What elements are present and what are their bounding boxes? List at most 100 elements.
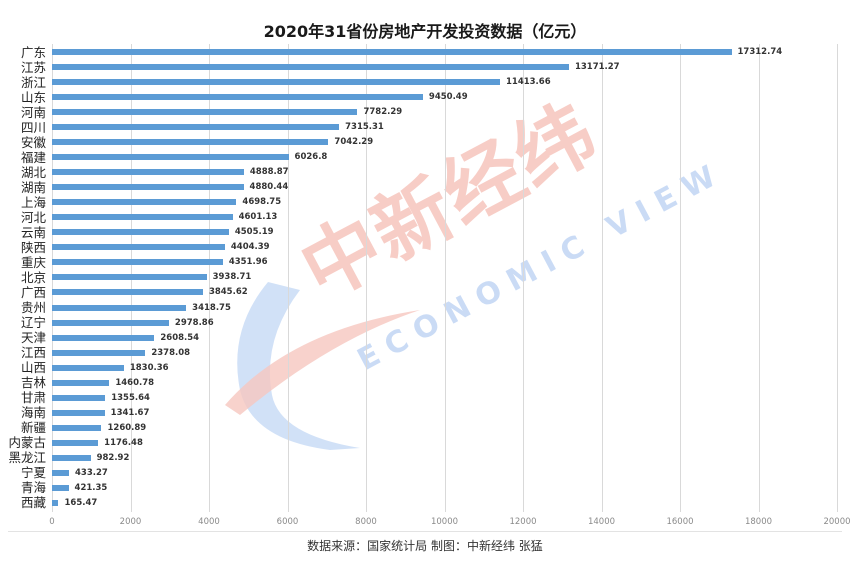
gridline	[366, 44, 367, 512]
gridline	[444, 44, 446, 512]
bar-value-label: 433.27	[75, 467, 108, 478]
y-category-label: 陕西	[20, 239, 46, 255]
x-tick-label: 12000	[509, 517, 537, 527]
bar-value-label: 3418.75	[192, 302, 231, 313]
bar-value-label: 2608.54	[160, 332, 200, 343]
y-category-label: 河北	[20, 209, 46, 225]
x-tick-label: 8000	[355, 517, 377, 527]
bar	[52, 64, 569, 71]
bar	[52, 394, 106, 401]
y-category-label: 河南	[20, 104, 46, 120]
source-note: 数据来源：国家统计局 制图：中新经纬 张猛	[307, 539, 543, 553]
bar	[52, 304, 187, 311]
bar	[52, 244, 225, 251]
bar	[52, 109, 358, 116]
y-category-label: 青海	[20, 480, 46, 496]
bar	[52, 379, 110, 386]
bar-value-label: 17312.74	[737, 47, 783, 57]
bar-value-label: 4698.75	[242, 197, 282, 208]
bar-value-label: 1341.67	[110, 407, 150, 418]
bar	[52, 439, 99, 446]
bar	[52, 334, 155, 341]
y-category-label: 重庆	[20, 254, 46, 270]
bar	[52, 409, 105, 416]
bar-value-label: 4404.39	[230, 242, 270, 253]
bar	[52, 364, 124, 371]
bar-value-label: 7315.31	[345, 122, 384, 133]
bar	[52, 319, 169, 326]
x-tick-label: 4000	[198, 517, 220, 527]
bar	[52, 169, 244, 176]
bar-value-label: 6026.8	[294, 152, 328, 163]
bar-value-label: 1830.36	[129, 362, 169, 373]
chart-title: 2020年31省份房地产开发投资数据（亿元）	[263, 22, 587, 41]
bar-value-label: 982.92	[96, 452, 130, 463]
gridline	[837, 44, 838, 512]
bar	[52, 499, 59, 506]
bar-value-label: 1260.89	[107, 422, 147, 433]
bar-value-label: 4880.44	[249, 182, 289, 193]
bar	[52, 229, 229, 236]
bar-value-label: 4351.96	[228, 257, 268, 268]
bar-value-label: 4601.13	[238, 212, 278, 223]
y-category-label: 甘肃	[20, 390, 46, 406]
bar	[52, 199, 237, 206]
y-category-label: 新疆	[20, 420, 46, 436]
bar	[52, 124, 340, 131]
bar	[52, 349, 146, 356]
y-category-label: 广西	[20, 284, 46, 300]
x-tick-label: 14000	[587, 517, 616, 527]
bar-value-label: 2978.86	[174, 317, 214, 328]
y-category-label: 吉林	[20, 375, 46, 391]
bar	[52, 139, 329, 146]
y-category-label: 上海	[20, 194, 46, 210]
bar-value-label: 421.35	[74, 482, 108, 493]
y-category-label: 北京	[20, 269, 46, 285]
x-tick-label: 20000	[823, 517, 850, 527]
bar-value-label: 11413.66	[505, 77, 551, 88]
y-category-label: 山西	[20, 360, 46, 376]
gridline	[523, 44, 524, 512]
bar-value-label: 4888.87	[249, 167, 289, 178]
bar	[52, 289, 203, 296]
bar-value-label: 7782.29	[363, 107, 403, 118]
bar	[52, 214, 233, 221]
y-category-label: 湖南	[20, 179, 46, 195]
gridline	[758, 44, 760, 512]
y-category-label: 海南	[20, 405, 46, 421]
y-category-label: 江西	[20, 345, 46, 361]
gridline	[680, 44, 681, 512]
x-tick-label: 18000	[744, 517, 773, 527]
y-category-label: 天津	[20, 330, 46, 346]
bar-value-label: 4505.19	[234, 227, 274, 238]
y-category-label: 安徽	[20, 134, 46, 150]
y-category-label: 浙江	[20, 74, 46, 90]
bar	[52, 49, 732, 55]
y-category-label: 广东	[20, 44, 46, 60]
y-category-label: 江苏	[20, 59, 46, 75]
y-category-label: 西藏	[20, 495, 46, 511]
bar	[52, 469, 69, 476]
bar	[52, 79, 500, 86]
y-category-label: 辽宁	[20, 315, 46, 331]
bar-value-label: 3845.62	[208, 287, 248, 298]
y-category-label: 湖北	[20, 164, 46, 180]
y-category-label: 黑龙江	[8, 450, 46, 466]
bar	[52, 259, 223, 266]
bar-value-label: 1460.78	[115, 377, 155, 388]
bar-value-label: 3938.71	[212, 272, 252, 283]
y-category-label: 云南	[20, 224, 46, 240]
bar	[52, 274, 207, 281]
y-category-label: 福建	[20, 149, 46, 165]
y-category-label: 宁夏	[20, 465, 46, 481]
bar	[52, 484, 69, 491]
x-tick-label: 10000	[430, 517, 459, 527]
bar	[52, 94, 423, 101]
bar-value-label: 13171.27	[574, 62, 620, 73]
x-tick-label: 16000	[666, 517, 694, 527]
bar-value-label: 1355.64	[111, 392, 150, 403]
x-tick-label: 0	[49, 517, 55, 527]
bar	[52, 154, 289, 161]
bar-value-label: 165.47	[64, 497, 98, 508]
gridline	[287, 44, 289, 512]
